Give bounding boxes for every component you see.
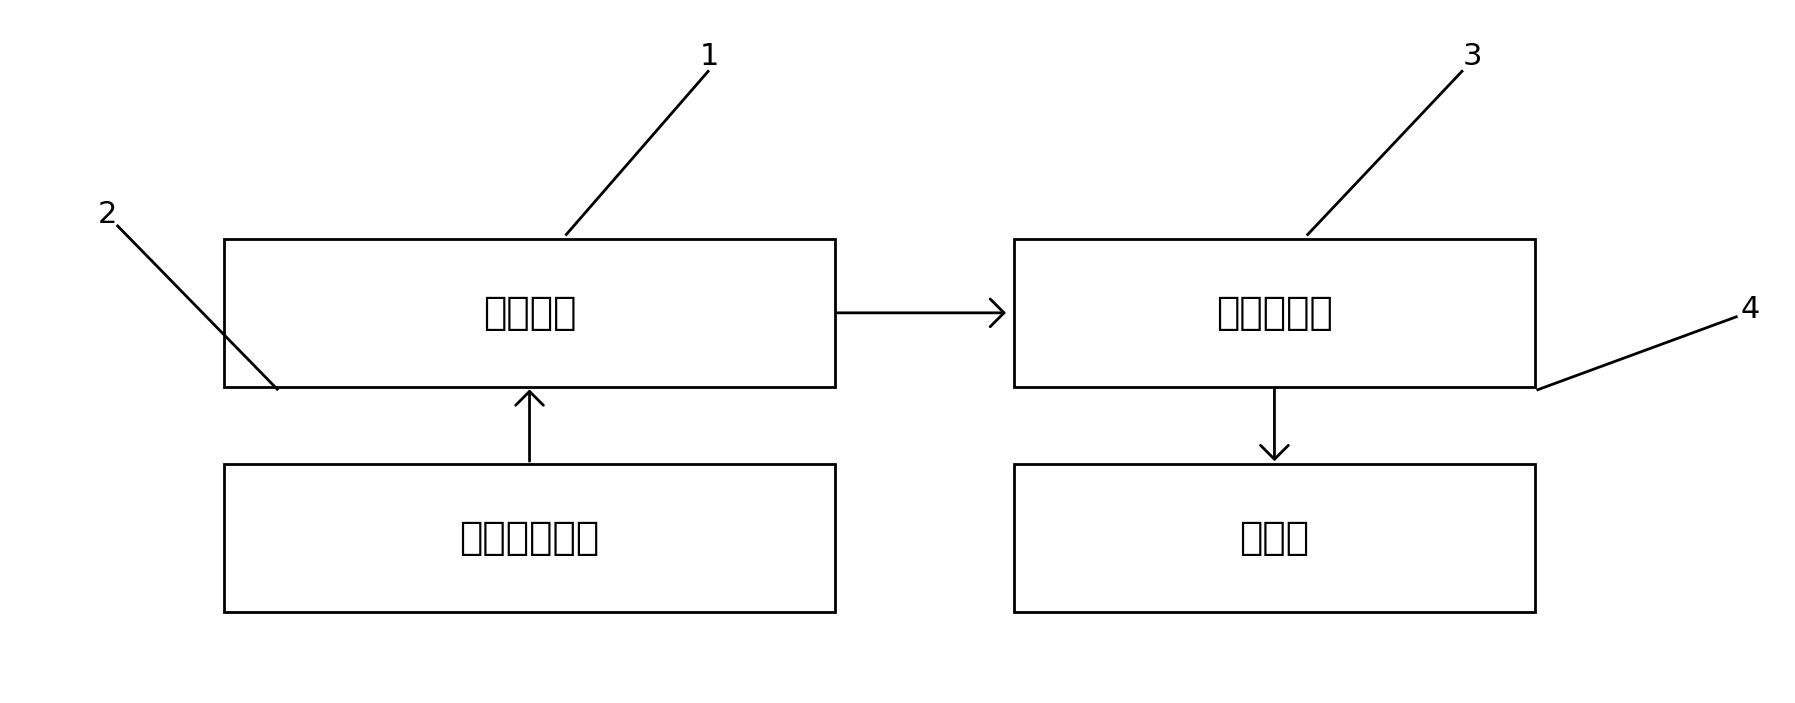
Text: 2: 2 — [99, 200, 117, 229]
Bar — [1014, 464, 1535, 612]
Bar — [1014, 239, 1535, 387]
Text: 4: 4 — [1741, 295, 1759, 324]
Text: 1: 1 — [700, 41, 718, 71]
Text: 光学平台: 光学平台 — [483, 294, 576, 332]
Text: 模数转换器: 模数转换器 — [1215, 294, 1334, 332]
Text: 气体收集装置: 气体收集装置 — [460, 519, 600, 557]
Text: 计算机: 计算机 — [1239, 519, 1310, 557]
Text: 3: 3 — [1463, 41, 1481, 71]
Bar — [224, 464, 835, 612]
Bar — [224, 239, 835, 387]
